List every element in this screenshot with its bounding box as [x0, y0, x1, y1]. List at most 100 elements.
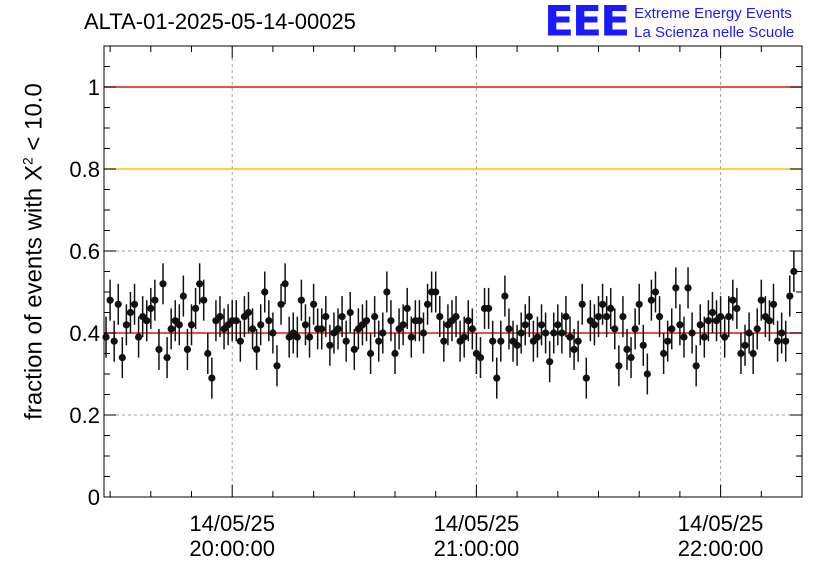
data-point — [134, 333, 143, 341]
data-point — [655, 313, 664, 321]
data-point — [635, 300, 643, 308]
data-point — [387, 317, 395, 325]
data-point — [143, 317, 151, 325]
data-point — [106, 296, 114, 304]
eee-logo: EEE Extreme Energy Events La Scienza nel… — [544, 1, 794, 43]
data-point — [318, 325, 326, 333]
y-tick-label: 1 — [88, 75, 100, 100]
data-point — [611, 325, 619, 333]
data-point — [607, 304, 615, 312]
data-point — [375, 337, 383, 345]
data-point — [452, 313, 460, 321]
x-tick-time-label: 22:00:00 — [678, 536, 764, 561]
data-point — [350, 345, 358, 353]
data-point — [558, 329, 566, 337]
data-point — [533, 333, 542, 341]
data-point — [159, 280, 167, 288]
data-point — [118, 354, 126, 362]
data-point — [269, 329, 277, 337]
data-point — [700, 333, 708, 341]
data-point — [745, 329, 753, 337]
data-point — [566, 333, 574, 341]
data-point — [432, 288, 440, 296]
data-point — [680, 333, 688, 341]
data-point — [513, 341, 521, 349]
data-point — [790, 267, 798, 276]
plot-frame — [103, 45, 803, 498]
data-point — [379, 329, 387, 337]
data-point — [619, 313, 627, 321]
data-point — [741, 341, 749, 349]
y-tick-label: 0.6 — [69, 239, 100, 264]
data-point — [737, 349, 745, 358]
data-point — [399, 321, 407, 329]
data-point — [200, 296, 208, 304]
data-point — [440, 337, 448, 345]
data-point — [753, 325, 761, 333]
data-point — [704, 317, 712, 325]
data-point — [110, 337, 118, 345]
data-point — [725, 313, 733, 321]
data-point — [253, 345, 261, 353]
data-point — [765, 317, 774, 325]
data-point — [297, 296, 305, 304]
data-point — [598, 300, 607, 308]
logo-line-1: Extreme Energy Events — [634, 5, 792, 22]
data-point — [541, 329, 550, 337]
data-point — [362, 317, 371, 325]
data-point — [517, 329, 525, 337]
data-point — [415, 317, 424, 325]
data-point — [273, 362, 281, 370]
data-point — [257, 321, 265, 329]
data-point — [501, 292, 509, 300]
data-point — [130, 300, 139, 308]
data-point — [346, 308, 354, 317]
data-point — [651, 288, 660, 296]
data-point — [293, 333, 301, 341]
data-point — [322, 313, 330, 321]
y-tick-label: 0.4 — [69, 321, 100, 346]
data-point — [236, 337, 244, 345]
logo-line-2: La Scienza nelle Scuole — [634, 24, 795, 41]
data-point — [664, 337, 672, 345]
data-point — [546, 358, 554, 366]
data-point — [603, 313, 611, 321]
data-point — [562, 313, 570, 321]
data-point — [248, 325, 257, 333]
data-point — [175, 321, 183, 329]
data-point — [403, 304, 411, 312]
data-point — [179, 292, 187, 300]
data-point — [639, 341, 647, 349]
data-point — [570, 345, 578, 353]
data-point — [684, 284, 692, 292]
data-point — [489, 337, 497, 345]
data-point — [122, 321, 130, 329]
x-tick-time-label: 20:00:00 — [189, 536, 275, 561]
y-tick-label: 0.2 — [69, 403, 100, 428]
data-point — [550, 329, 558, 337]
data-point — [326, 341, 334, 349]
data-point — [126, 308, 135, 317]
data-point — [497, 337, 505, 345]
x-tick-date-label: 14/05/25 — [189, 511, 275, 536]
data-point — [196, 280, 204, 288]
data-point — [342, 337, 350, 345]
data-point — [468, 325, 476, 333]
data-point — [537, 321, 546, 329]
x-tick-date-label: 14/05/25 — [434, 511, 520, 536]
data-point — [676, 321, 684, 329]
data-point — [265, 317, 273, 325]
data-point — [334, 325, 342, 333]
data-point — [163, 354, 171, 362]
chart-title: ALTA-01-2025-05-14-00025 — [84, 9, 356, 34]
eee-logo-text: Extreme Energy Events La Scienza nelle S… — [634, 2, 794, 42]
x-tick-date-label: 14/05/25 — [678, 511, 764, 536]
data-point — [733, 304, 741, 312]
data-point — [692, 362, 700, 370]
data-point — [338, 313, 346, 321]
data-point — [717, 313, 725, 321]
data-point — [688, 329, 696, 337]
data-point — [647, 296, 656, 304]
data-point — [371, 313, 379, 321]
